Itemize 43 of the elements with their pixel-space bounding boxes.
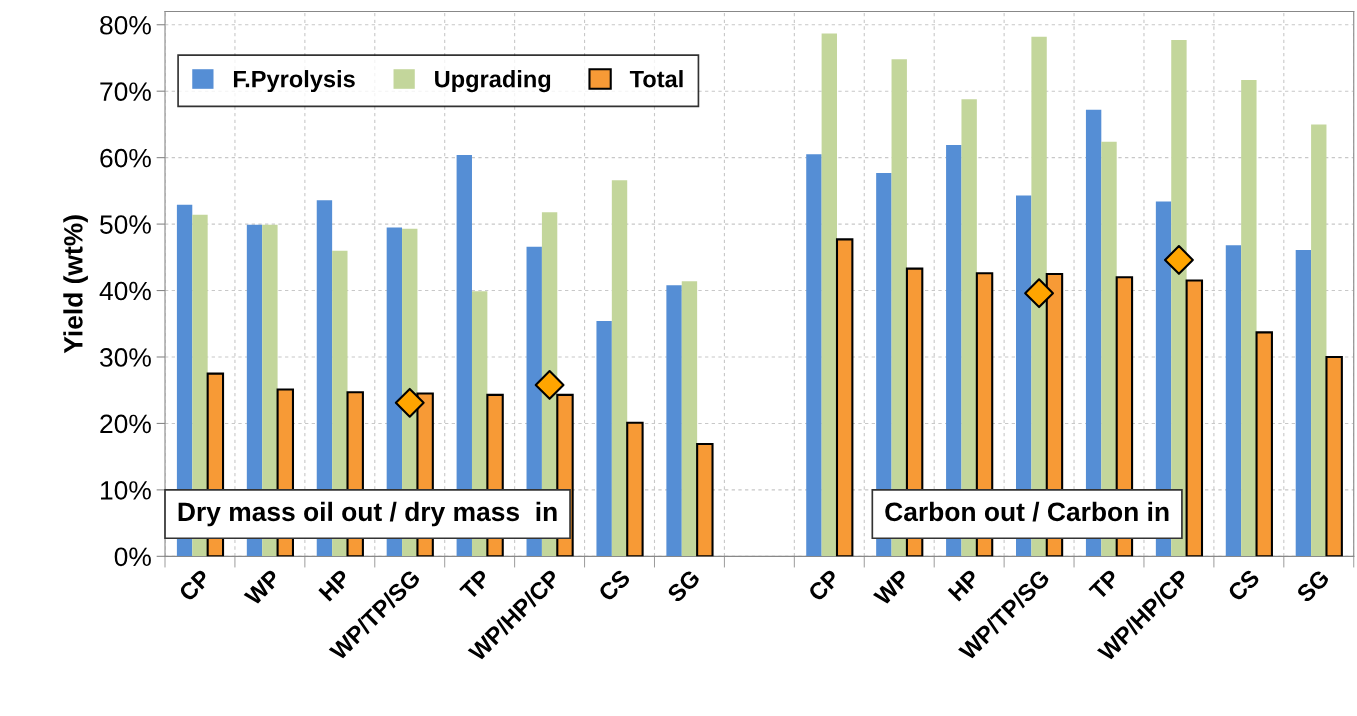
annotation: Dry mass oil out / dry mass in <box>178 501 557 527</box>
point <box>1024 278 1055 309</box>
x-tick-label: SG <box>666 568 701 604</box>
bar <box>1255 331 1273 557</box>
bar <box>626 421 644 557</box>
bar <box>1225 245 1242 557</box>
point <box>1164 245 1194 275</box>
x-tick-label: CP <box>807 568 841 603</box>
y-tick-label: 40% <box>99 281 151 301</box>
bar <box>1325 355 1343 557</box>
x-tick-label: SG <box>1295 568 1331 604</box>
x-tick-label: WP <box>872 568 911 607</box>
y-tick-label: 70% <box>100 82 151 102</box>
y-tick-label: 80% <box>100 15 151 35</box>
bar <box>806 154 822 557</box>
bar <box>596 321 612 557</box>
bar <box>1311 124 1327 557</box>
y-tick-label: 30% <box>100 348 151 367</box>
legend-label: F.Pyrolysis <box>233 70 355 93</box>
bar <box>1241 79 1257 557</box>
y-axis-title: Yield (wt%) <box>63 215 88 354</box>
bar <box>821 33 837 557</box>
bar <box>835 238 854 557</box>
y-tick-label: 10% <box>101 481 151 500</box>
bar <box>666 285 682 557</box>
x-tick-label: CS <box>1226 568 1261 603</box>
legend-label: Total <box>629 70 683 88</box>
y-tick-label: 50% <box>100 215 151 234</box>
point <box>394 387 425 418</box>
bar <box>1295 250 1312 557</box>
x-tick-label: WP <box>243 568 282 607</box>
x-tick-label: CP <box>177 568 212 603</box>
y-tick-label: 0% <box>114 547 151 567</box>
point <box>534 369 565 400</box>
bar <box>611 180 628 557</box>
x-tick-label: CS <box>597 568 632 603</box>
y-tick-label: 20% <box>100 414 151 434</box>
bar <box>1185 279 1204 557</box>
annotation: Carbon out / Carbon in <box>885 501 1169 522</box>
bar <box>696 442 714 557</box>
legend-label: Upgrading <box>435 70 551 93</box>
bar <box>681 281 698 557</box>
y-tick-label: 60% <box>100 148 151 168</box>
